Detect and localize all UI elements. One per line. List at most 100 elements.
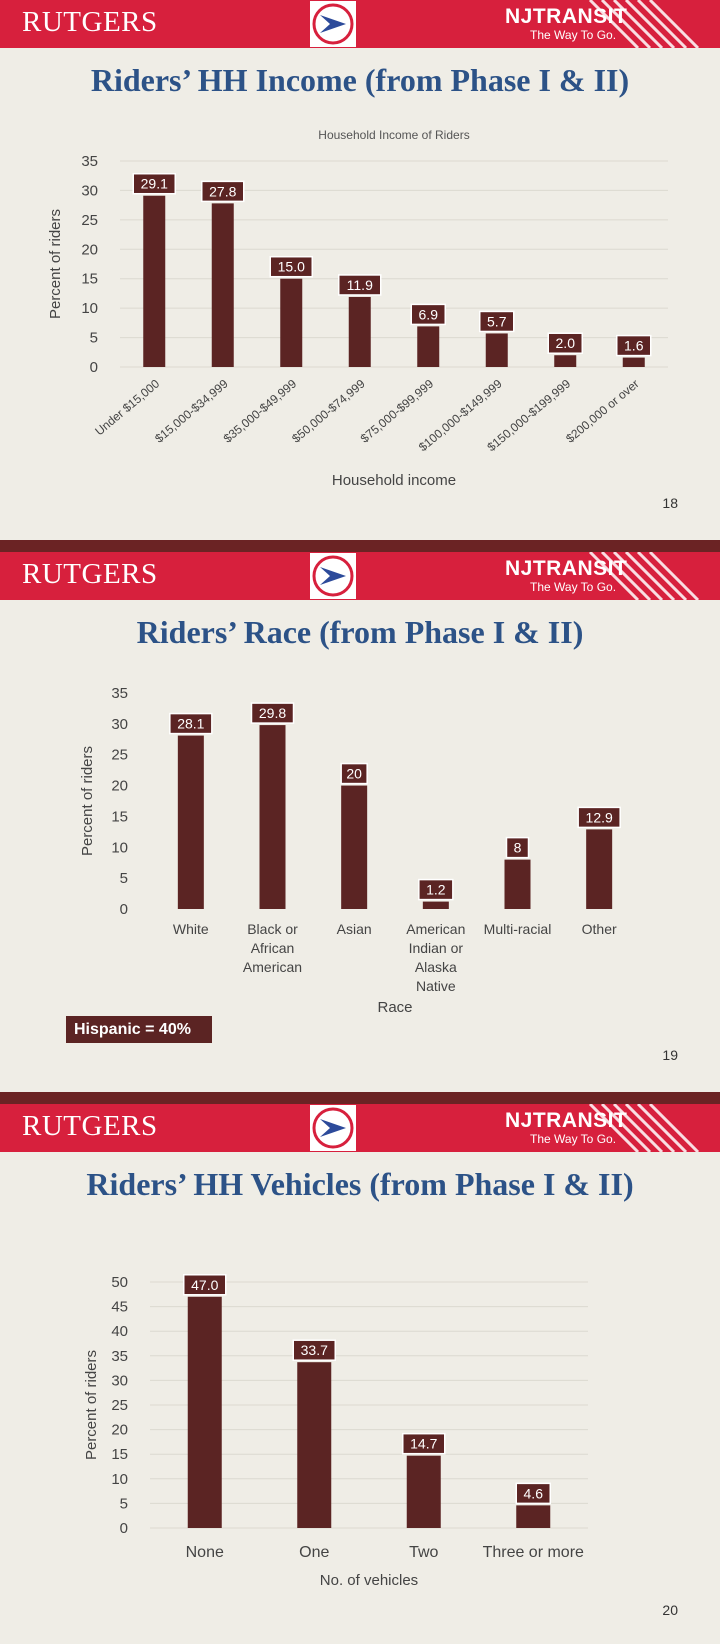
page-title: Riders’ Race (from Phase I & II) xyxy=(136,614,584,650)
data-label: 14.7 xyxy=(410,1436,437,1452)
y-axis-label: Percent of riders xyxy=(79,746,96,856)
data-label-box xyxy=(292,1339,336,1361)
x-tick-label: $35,000-$49,999 xyxy=(221,376,300,445)
slide-header: RUTGERS NJTRANSIT The Way To Go. xyxy=(0,552,720,600)
y-tick-label: 15 xyxy=(81,271,98,288)
y-tick-label: 5 xyxy=(120,1495,128,1512)
y-tick-label: 50 xyxy=(111,1274,128,1291)
stripe-decoration-icon xyxy=(588,0,700,48)
bar xyxy=(586,829,613,909)
data-label-box xyxy=(418,878,454,901)
x-tick-label: African xyxy=(251,940,295,956)
bar xyxy=(422,901,449,909)
x-axis-label: Race xyxy=(377,999,412,1016)
x-tick-label: None xyxy=(186,1544,224,1561)
data-label: 8 xyxy=(514,840,522,856)
vehicles-bar-chart: 0 5 10 15 20 25 30 35 40 45 50 Percent of riders 47.… xyxy=(83,1274,588,1589)
x-tick-label: One xyxy=(299,1544,329,1561)
data-label: 15.0 xyxy=(278,259,305,275)
y-tick-label: 5 xyxy=(90,330,98,347)
data-label: 2.0 xyxy=(556,335,576,351)
data-label: 29.8 xyxy=(259,705,286,721)
y-tick-label: 15 xyxy=(111,808,128,825)
x-tick-label: American xyxy=(243,959,302,975)
page-number: 18 xyxy=(662,495,678,511)
y-axis-label: Percent of riders xyxy=(47,209,64,319)
njtransit-logo: NJTRANSIT The Way To Go. xyxy=(505,5,628,43)
data-label: 1.2 xyxy=(426,882,446,898)
rutgers-logo: RUTGERS xyxy=(22,6,158,38)
page-title: Riders’ HH Income (from Phase I & II) xyxy=(90,62,630,98)
data-label-box xyxy=(169,712,213,735)
stripe-decoration-icon xyxy=(588,552,700,600)
slide-income: RUTGERS NJTRANSIT The Way To Go. Riders’… xyxy=(0,0,720,540)
data-label-box xyxy=(250,702,295,724)
bar xyxy=(187,1296,222,1528)
slide-header: RUTGERS NJTRANSIT The Way To Go. xyxy=(0,1104,720,1152)
page-number: 20 xyxy=(662,1602,678,1618)
data-label: 29.1 xyxy=(141,176,168,192)
y-tick-label: 25 xyxy=(81,212,98,229)
data-label-box xyxy=(505,836,530,859)
data-label: 47.0 xyxy=(191,1277,218,1293)
rutgers-logo: RUTGERS xyxy=(22,1110,158,1142)
x-tick-label: Multi-racial xyxy=(484,921,552,937)
x-tick-label: Alaska xyxy=(415,959,457,975)
x-tick-label: Asian xyxy=(337,921,372,937)
data-label-box xyxy=(577,806,621,829)
y-tick-label: 10 xyxy=(111,1471,128,1488)
slide-divider xyxy=(0,1092,720,1104)
data-label-box xyxy=(132,172,176,195)
y-tick-label: 30 xyxy=(111,716,128,733)
slide-header: RUTGERS NJTRANSIT The Way To Go. xyxy=(0,0,720,48)
data-label: 4.6 xyxy=(524,1485,544,1501)
x-axis-label: No. of vehicles xyxy=(320,1572,418,1589)
y-tick-label: 15 xyxy=(111,1446,128,1463)
data-label-box xyxy=(269,255,313,278)
data-label-box xyxy=(616,334,652,357)
x-tick-label: Three or more xyxy=(483,1544,584,1561)
x-tick-label: $50,000-$74,999 xyxy=(289,376,368,445)
bar xyxy=(504,859,531,909)
y-tick-label: 20 xyxy=(111,1422,128,1439)
data-label-box xyxy=(183,1274,227,1296)
y-tick-label: 25 xyxy=(111,747,128,764)
y-tick-label: 5 xyxy=(120,870,128,887)
slide-divider xyxy=(0,540,720,552)
data-label-box xyxy=(201,180,245,203)
y-tick-label: 30 xyxy=(111,1372,128,1389)
hispanic-note: Hispanic = 40% xyxy=(66,1016,212,1043)
data-label: 12.9 xyxy=(586,809,613,825)
x-tick-label: White xyxy=(173,921,209,937)
data-label-box xyxy=(410,303,446,326)
bar xyxy=(406,1455,441,1528)
njtransit-logo: NJTRANSIT The Way To Go. xyxy=(505,1109,628,1147)
data-label: 11.9 xyxy=(347,277,373,293)
bar xyxy=(348,296,371,367)
data-label-box xyxy=(338,274,382,296)
page-title: Riders’ HH Vehicles (from Phase I & II) xyxy=(86,1166,634,1202)
data-label: 33.7 xyxy=(301,1342,328,1358)
rutgers-logo: RUTGERS xyxy=(22,558,158,590)
bar xyxy=(259,725,286,909)
x-axis-label: Household income xyxy=(332,472,456,489)
y-tick-label: 20 xyxy=(81,241,98,258)
transit-arrow-logo-icon xyxy=(310,553,356,599)
y-tick-label: 10 xyxy=(81,300,98,317)
bar xyxy=(554,355,577,367)
slide-vehicles: RUTGERS NJTRANSIT The Way To Go. Riders’… xyxy=(0,1104,720,1644)
bar xyxy=(341,785,368,909)
data-label-box xyxy=(547,332,583,354)
data-label-box xyxy=(402,1432,446,1455)
race-bar-chart: 0 5 10 15 20 25 30 35 Percent of riders 28.1 White… xyxy=(79,685,621,1016)
stripe-decoration-icon xyxy=(588,1104,700,1152)
x-tick-label: $15,000-$34,999 xyxy=(152,376,231,445)
y-tick-label: 30 xyxy=(81,182,98,199)
bar xyxy=(143,195,166,367)
bar xyxy=(622,357,645,367)
bar xyxy=(280,278,303,367)
transit-arrow-logo-icon xyxy=(310,1105,356,1151)
data-label-box xyxy=(340,762,368,785)
x-tick-label: $200,000 or over xyxy=(563,377,642,446)
y-tick-label: 10 xyxy=(111,839,128,856)
